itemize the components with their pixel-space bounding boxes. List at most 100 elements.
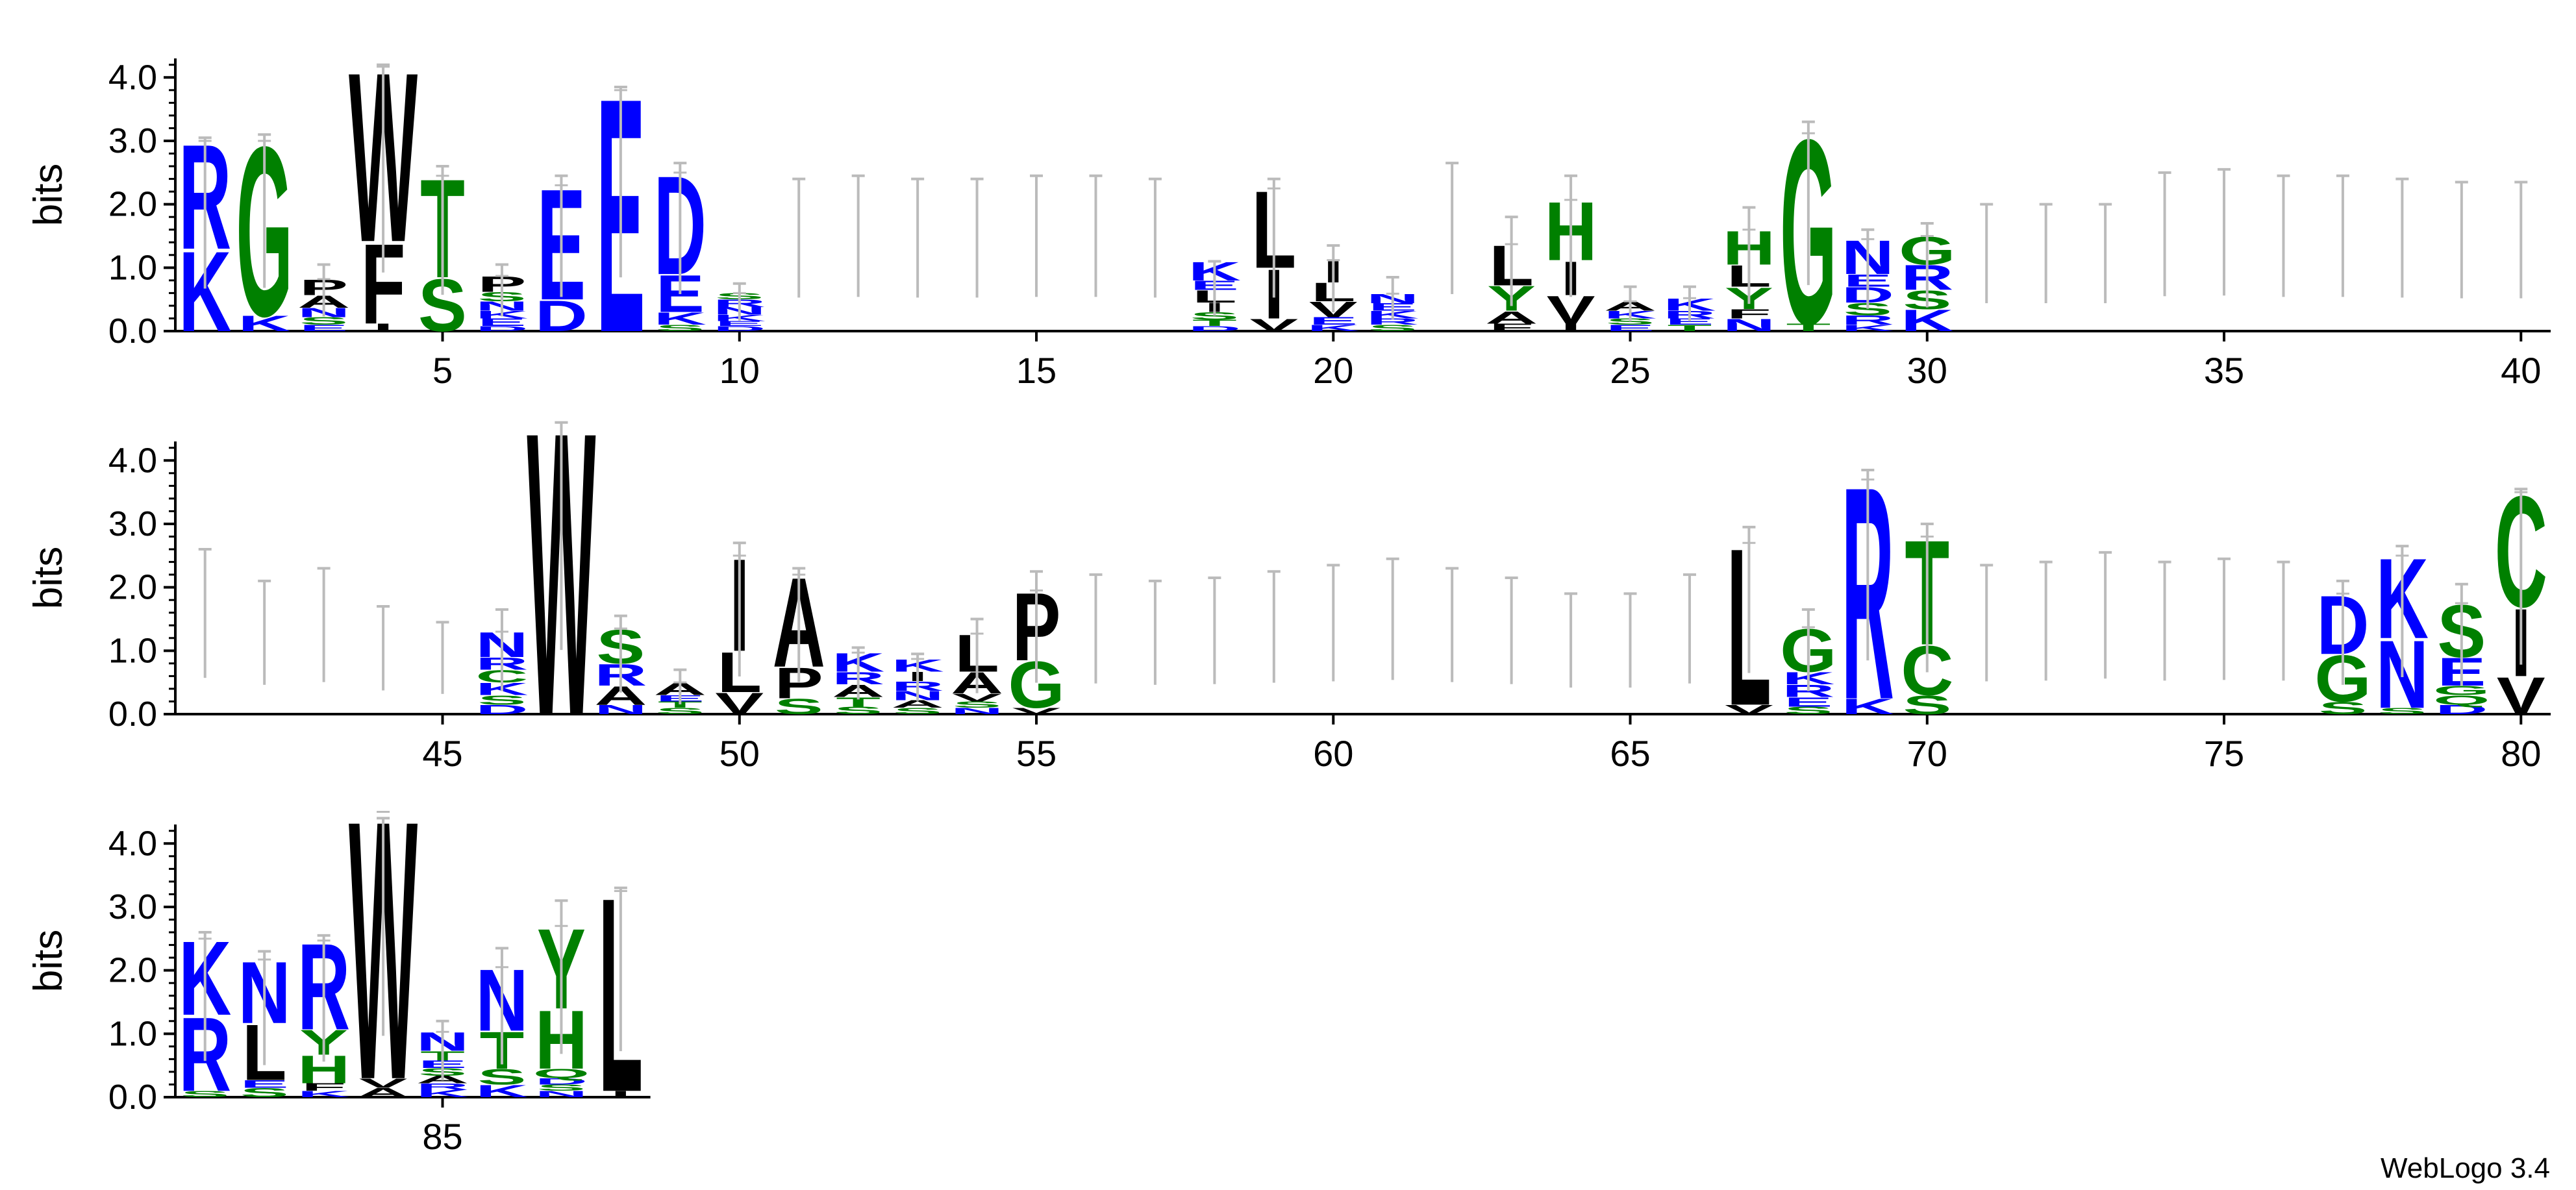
letter-T: T [1668, 323, 1712, 333]
logo-column-78: SNK [2376, 535, 2429, 728]
letter-K: K [1901, 304, 1953, 338]
y-tick-label: 1.0 [108, 631, 157, 670]
letter-S: S [1190, 310, 1239, 322]
letter-D: D [713, 325, 766, 332]
letter-K: K [1842, 323, 1894, 333]
logo-column-81: SRK [179, 919, 231, 1113]
x-tick-label: 55 [1016, 733, 1057, 774]
logo-column-19: VIL [1249, 169, 1298, 335]
letter-S: S [1606, 317, 1655, 327]
logo-column-16 [1089, 174, 1103, 297]
letter-S: S [1903, 690, 1951, 719]
logo-column-80: VIC [2495, 464, 2547, 725]
y-tick-label: 2.0 [108, 951, 157, 990]
logo-column-62 [1445, 567, 1459, 682]
logo-column-36 [2277, 174, 2290, 297]
y-axis-label: bits [26, 930, 71, 992]
axis-row-2: 0.0 1.0 2.0 3.0 4.0 bits 45 50 55 60 65 70 75 80 [26, 441, 2551, 774]
logo-column-37 [2336, 174, 2349, 297]
logo-column-35 [2218, 167, 2231, 296]
letter-N: N [594, 702, 647, 717]
x-tick-label: 45 [422, 733, 462, 774]
letter-N: N [951, 706, 1003, 716]
x-tick-label: 65 [1610, 733, 1650, 774]
logo-column-61 [1386, 557, 1399, 680]
logo-column-75 [2218, 557, 2231, 680]
letter-S: S [656, 323, 705, 333]
logo-column-77: SGD [2314, 578, 2371, 718]
y-tick-label: 2.0 [108, 568, 157, 607]
y-tick-label: 3.0 [108, 887, 157, 926]
logo-column-85: KRASETN [416, 1019, 469, 1100]
logo-column-42 [258, 579, 271, 685]
logo-column-5: ST [418, 150, 467, 347]
letter-S: S [2378, 706, 2427, 716]
logo-column-56 [1089, 573, 1103, 684]
logo-column-3: ESNAP [297, 263, 350, 333]
letter-D: D [475, 325, 528, 332]
logo-column-13 [911, 177, 925, 298]
logo-column-2: KG [236, 97, 292, 367]
x-tick-label: 30 [1907, 350, 1947, 391]
letter-V: V [1012, 706, 1061, 716]
logo-column-71 [1980, 564, 1994, 682]
y-tick-label: 0.0 [108, 695, 157, 734]
x-tick-label: 5 [432, 350, 453, 391]
letter-K: K [654, 309, 707, 328]
logo-column-20: KEVLI [1307, 244, 1360, 333]
letter-S: S [240, 1085, 289, 1100]
letter-S: S [834, 704, 882, 716]
logo-column-33 [2099, 203, 2112, 304]
letter-I: I [373, 321, 393, 333]
letter-S: S [478, 693, 527, 708]
letter-T: T [658, 700, 703, 710]
logo-column-88: IL [599, 841, 644, 1150]
logo-column-6: DEKNSP [475, 263, 529, 332]
logo-column-22 [1445, 162, 1459, 295]
letter-S: S [537, 1083, 586, 1093]
letter-V: V [2497, 666, 2545, 725]
logo-column-74 [2158, 560, 2171, 681]
letter-V: V [953, 692, 1001, 704]
logo-column-66 [1682, 573, 1696, 684]
logo-column-41 [198, 548, 212, 678]
logo-column-70: SCT [1901, 510, 1953, 719]
logo-column-14 [970, 177, 984, 298]
letter-K: K [1842, 694, 1894, 719]
y-tick-label: 4.0 [108, 824, 157, 863]
logo-column-69: KR [1842, 424, 1894, 763]
y-tick-label: 4.0 [108, 58, 157, 97]
letter-S: S [1368, 323, 1417, 333]
x-tick-label: 15 [1016, 350, 1057, 391]
letter-A: A [357, 1085, 410, 1100]
logo-column-34 [2158, 171, 2171, 297]
letter-D: D [1188, 325, 1241, 332]
logo-column-12 [851, 174, 865, 297]
y-tick-label: 1.0 [108, 1014, 157, 1053]
logo-column-25: ESKA [1604, 285, 1657, 333]
logo-column-26: TERK [1663, 285, 1716, 333]
letter-E: E [1784, 695, 1832, 710]
logo-column-1: KR [179, 114, 231, 356]
letter-R: R [416, 1082, 469, 1091]
letter-R: R [1842, 313, 1894, 328]
logo-column-52: STARK [832, 646, 884, 717]
x-tick-label: 75 [2204, 733, 2244, 774]
letter-K: K [1307, 323, 1360, 333]
logo-column-73 [2099, 551, 2112, 679]
logo-column-47: W [527, 348, 596, 800]
letter-E: E [715, 319, 764, 327]
letter-K: K [416, 1087, 469, 1099]
logo-column-15 [1030, 174, 1044, 297]
x-tick-label: 10 [719, 350, 760, 391]
logo-column-24: IVIH [1545, 174, 1597, 334]
y-tick-label: 0.0 [108, 312, 157, 351]
